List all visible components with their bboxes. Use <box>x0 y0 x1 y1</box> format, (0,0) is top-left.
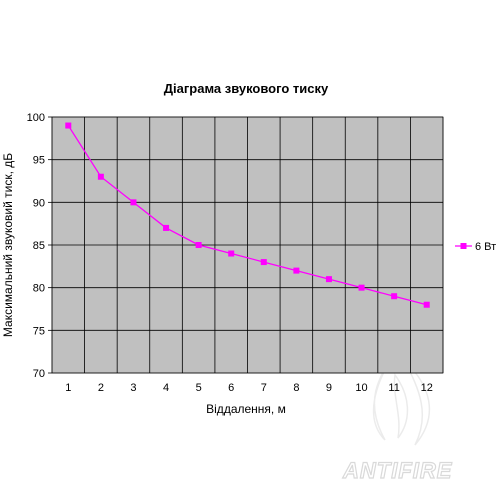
x-tick-label: 10 <box>355 382 367 394</box>
data-point-marker <box>423 301 430 308</box>
data-point-marker <box>325 276 332 283</box>
legend-marker <box>460 243 467 249</box>
data-point-marker <box>130 199 137 206</box>
data-point-marker <box>358 284 365 291</box>
y-axis-label: Максимальний звуковий тиск, дБ <box>1 153 15 337</box>
y-tick-label: 100 <box>27 112 45 124</box>
legend-label: 6 Вт <box>475 241 496 253</box>
x-axis-label: Віддалення, м <box>206 402 286 416</box>
series-layer <box>65 122 430 308</box>
legend: 6 Вт <box>455 241 496 253</box>
x-tick-label: 4 <box>163 382 169 394</box>
y-tick-label: 75 <box>33 325 45 337</box>
x-tick-label: 5 <box>196 382 202 394</box>
data-point-marker <box>163 224 170 231</box>
x-tick-label: 12 <box>421 382 433 394</box>
data-point-marker <box>195 242 202 248</box>
x-axis: 1 2 3 4 5 6 7 8 9 10 11 12 <box>65 382 433 394</box>
x-tick-label: 2 <box>98 382 104 394</box>
data-point-marker <box>228 250 235 257</box>
x-tick-label: 3 <box>130 382 136 394</box>
x-tick-label: 7 <box>261 382 267 394</box>
y-tick-label: 90 <box>33 197 45 209</box>
data-point-marker <box>293 267 300 274</box>
watermark: ANTIFIRE <box>341 344 453 484</box>
y-tick-label: 70 <box>33 368 45 380</box>
data-point-marker <box>97 173 104 180</box>
y-tick-label: 95 <box>33 155 45 167</box>
y-tick-label: 80 <box>33 283 45 295</box>
x-tick-label: 1 <box>65 382 71 394</box>
series-line <box>67 125 427 306</box>
x-tick-label: 11 <box>388 382 399 394</box>
y-tick-label: 85 <box>33 240 45 252</box>
chart-title: Діаграма звукового тиску <box>164 81 329 96</box>
x-tick-label: 6 <box>228 382 234 394</box>
data-point-marker <box>391 293 398 300</box>
x-tick-label: 9 <box>326 382 332 394</box>
watermark-text: ANTIFIRE <box>342 458 453 483</box>
x-tick-label: 8 <box>293 382 299 394</box>
y-axis: 70 75 80 85 90 95 100 <box>27 112 52 380</box>
data-point-marker <box>260 259 267 266</box>
data-point-marker <box>65 122 72 129</box>
